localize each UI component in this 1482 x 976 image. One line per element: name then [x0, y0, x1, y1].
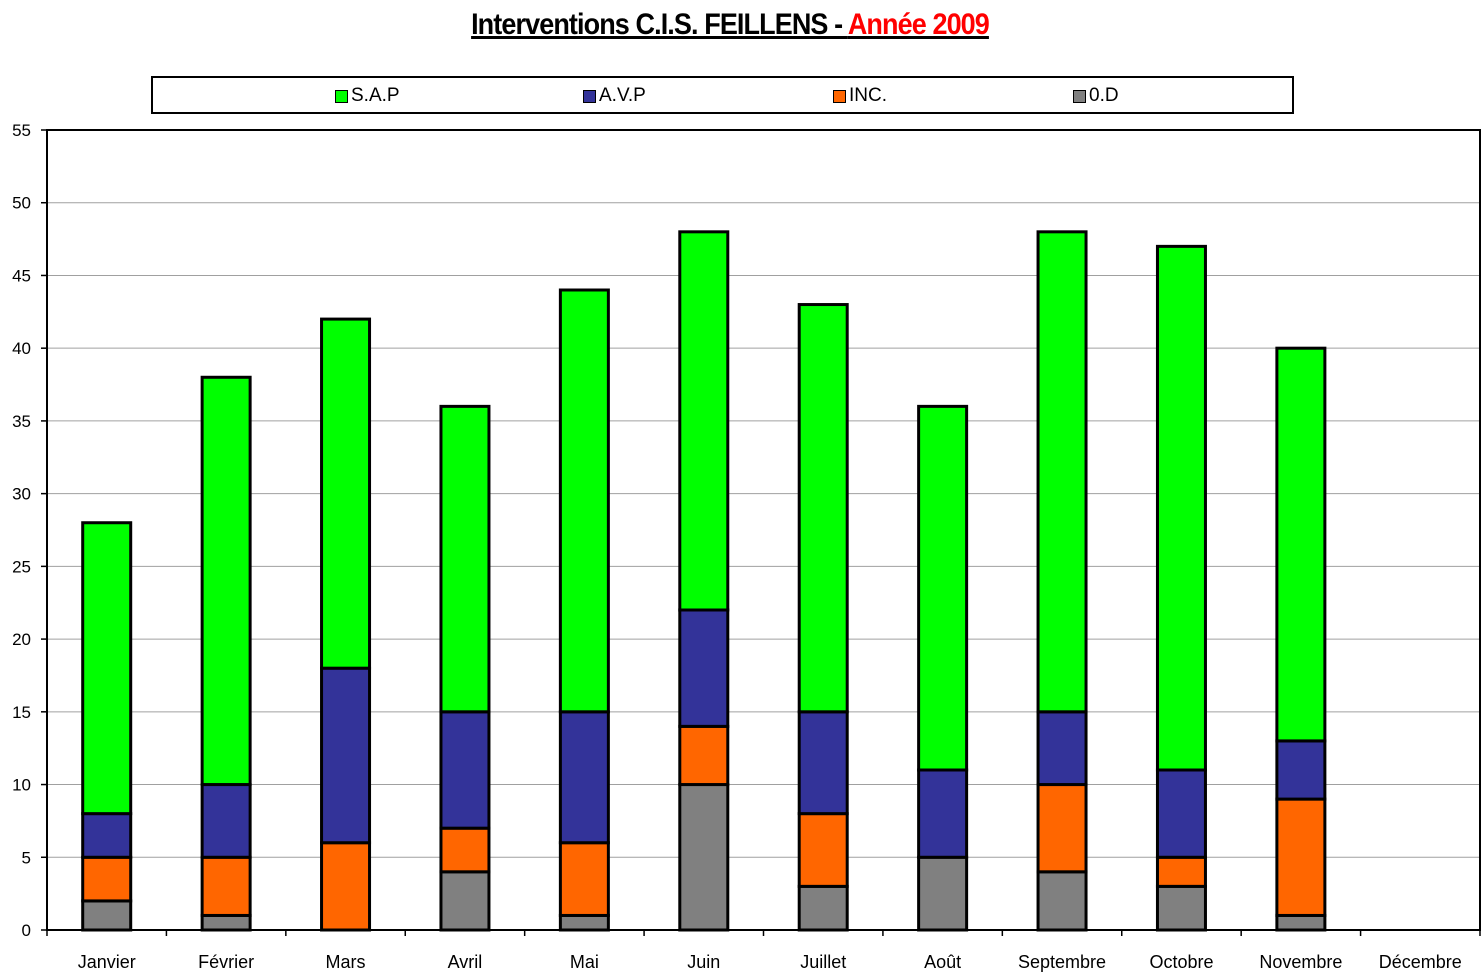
y-tick-label: 0 [22, 921, 31, 940]
x-tick-label: Janvier [78, 952, 136, 972]
chart-title-main: Interventions C.I.S. FEILLENS - [471, 8, 848, 41]
y-tick-label: 45 [12, 266, 31, 285]
bar-segment [917, 404, 969, 772]
x-tick-label: Avril [448, 952, 483, 972]
y-tick-label: 15 [12, 703, 31, 722]
y-tick-label: 50 [12, 194, 31, 213]
legend-swatch [335, 89, 348, 103]
bar-segment [1275, 797, 1327, 917]
y-tick-label: 20 [12, 630, 31, 649]
bar-segment [917, 768, 969, 859]
bar-segment [200, 913, 252, 932]
legend-item: INC. [833, 85, 887, 106]
bar-segment [1036, 783, 1088, 874]
bar-segment [558, 710, 610, 845]
legend-swatch [1073, 89, 1086, 103]
legend-label: INC. [849, 85, 887, 106]
x-tick-label: Octobre [1149, 952, 1213, 972]
bar-segment [1036, 710, 1088, 787]
legend-item: A.V.P [583, 85, 646, 106]
bar-segment [81, 899, 133, 932]
bar-segment [1036, 230, 1088, 714]
bar-segment [320, 317, 372, 670]
legend-item: S.A.P [335, 85, 400, 106]
chart-title-year: Année 2009 [847, 8, 990, 41]
bar-segment [439, 826, 491, 874]
bar-segment [200, 855, 252, 917]
chart-legend: S.A.P A.V.P INC. 0.D [151, 76, 1294, 114]
bar-segment [678, 608, 730, 728]
y-tick-label: 25 [12, 557, 31, 576]
bar-segment [1155, 884, 1207, 932]
bar-segment [1155, 768, 1207, 859]
bar-segment [678, 783, 730, 932]
bar-segment [81, 812, 133, 859]
bar-segment [81, 855, 133, 903]
x-tick-label: Février [198, 952, 254, 972]
bar-segment [1155, 855, 1207, 888]
bar-segment [439, 710, 491, 830]
bar-segment [439, 870, 491, 932]
y-tick-label: 5 [22, 848, 31, 867]
x-tick-label: Mai [570, 952, 599, 972]
legend-swatch [833, 89, 846, 103]
bar-segment [797, 812, 849, 888]
legend-label: A.V.P [599, 85, 646, 106]
x-tick-label: Novembre [1259, 952, 1342, 972]
bar-segment [558, 841, 610, 917]
y-tick-label: 55 [12, 121, 31, 140]
legend-label: S.A.P [351, 85, 400, 106]
bar-segment [1275, 913, 1327, 932]
bar-segment [558, 913, 610, 932]
y-tick-label: 40 [12, 339, 31, 358]
x-tick-label: Août [924, 952, 961, 972]
x-tick-label: Juin [687, 952, 720, 972]
bar-segment [678, 724, 730, 787]
bar-segment [1275, 346, 1327, 743]
bar-segment [320, 841, 372, 932]
y-tick-label: 30 [12, 485, 31, 504]
bar-segment [1155, 244, 1207, 772]
bar-segment [200, 783, 252, 859]
bar-segment [678, 230, 730, 612]
x-tick-label: Septembre [1018, 952, 1106, 972]
legend-label: 0.D [1089, 85, 1119, 106]
bar-segment [439, 404, 491, 714]
bar-segment [1036, 870, 1088, 932]
chart-title: Interventions C.I.S. FEILLENS - Année 20… [73, 8, 1387, 42]
x-tick-label: Mars [326, 952, 366, 972]
bar-segment [558, 288, 610, 714]
legend-item: 0.D [1073, 85, 1119, 106]
x-tick-label: Juillet [800, 952, 846, 972]
bar-segment [797, 303, 849, 714]
bar-segment [81, 521, 133, 816]
bar-segment [797, 884, 849, 932]
legend-swatch [583, 89, 596, 103]
bar-segment [320, 666, 372, 845]
bar-segment [917, 855, 969, 932]
bar-segment [1275, 739, 1327, 801]
bar-segment [200, 375, 252, 787]
x-tick-label: Décembre [1379, 952, 1462, 972]
plot-area-border [46, 129, 1481, 931]
y-tick-label: 10 [12, 776, 31, 795]
y-tick-label: 35 [12, 412, 31, 431]
bar-segment [797, 710, 849, 816]
